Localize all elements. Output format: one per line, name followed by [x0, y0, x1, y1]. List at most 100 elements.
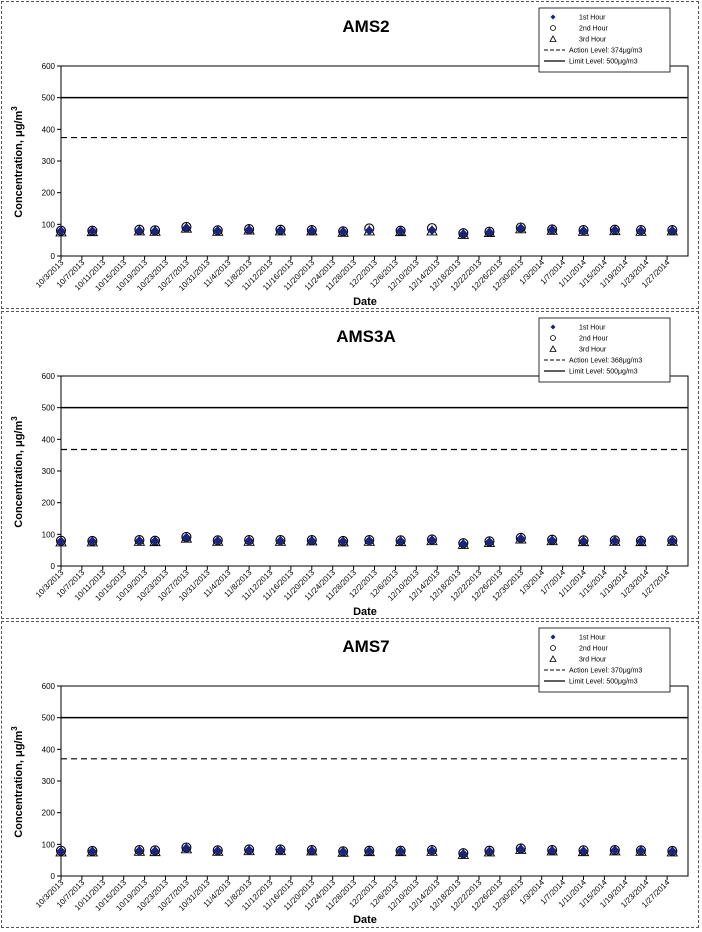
point-1st-hour [547, 225, 557, 235]
y-tick-label: 0 [51, 872, 56, 881]
legend-label-action-level: Action Level: 368μg/m3 [569, 358, 642, 365]
chart-ams2: AMS2010020030040050060010/3/201310/7/201… [10, 7, 689, 308]
point-1st-hour [547, 845, 557, 856]
point-1st-hour [181, 532, 192, 543]
point-1st-hour [87, 226, 98, 236]
y-axis-label-text: Concentration, μg/m [13, 111, 25, 218]
legend-symbol-3rd-hour [549, 35, 557, 42]
point-1st-hour [338, 846, 348, 857]
point-1st-hour [516, 223, 526, 233]
chart-panel-ams2: AMS2 0 100 200 300 400 500 600 10/3/2013 10/7/201… [1, 1, 699, 309]
legend-label-limit-level: Limit Level: 500μg/m3 [569, 679, 638, 686]
y-tick-label: 400 [42, 745, 56, 754]
point-1st-hour [150, 536, 160, 546]
point-1st-hour [578, 225, 589, 236]
point-1st-hour [667, 535, 678, 546]
point-1st-hour [213, 225, 223, 236]
point-1st-hour [307, 535, 317, 546]
point-1st-hour [150, 846, 160, 856]
point-1st-hour [134, 535, 145, 546]
point-1st-hour [56, 536, 66, 547]
x-axis-label: Date [353, 296, 377, 308]
point-1st-hour [667, 225, 678, 236]
point-1st-hour [307, 225, 317, 236]
legend-symbol-1st-hour [550, 14, 556, 20]
y-tick-label: 300 [42, 467, 56, 476]
point-1st-hour [610, 535, 620, 546]
legend-symbol-1st-hour [550, 324, 556, 330]
y-tick-label: 500 [42, 94, 56, 103]
legend-label-limit-level: Limit Level: 500μg/m3 [569, 369, 638, 376]
legend-symbol-2nd-hour [550, 335, 556, 341]
y-axis-label-superscript: 3 [10, 726, 19, 731]
point-1st-hour [395, 226, 406, 236]
point-1st-hour [427, 535, 437, 545]
point-1st-hour [547, 535, 557, 546]
chart-ams7: AMS7010020030040050060010/3/201310/7/201… [10, 627, 689, 926]
y-axis-label-superscript: 3 [10, 106, 19, 111]
y-axis-label-superscript: 3 [10, 416, 19, 421]
point-1st-hour [150, 226, 160, 236]
y-tick-label: 400 [42, 125, 56, 134]
point-1st-hour [484, 846, 495, 857]
legend-label-action-level: Action Level: 374μg/m3 [569, 48, 642, 55]
y-tick-label: 400 [42, 435, 56, 444]
legend-label-3rd-hour: 3rd Hour [579, 657, 607, 664]
chart-title: AMS2 [342, 17, 389, 36]
point-1st-hour [307, 845, 317, 856]
y-axis-label: Concentration, μg/m3 [10, 416, 25, 528]
y-tick-label: 0 [51, 562, 56, 571]
y-axis-label-text: Concentration, μg/m [13, 731, 25, 838]
y-tick-label: 500 [42, 404, 56, 413]
legend-label-1st-hour: 1st Hour [579, 15, 606, 22]
chart-panel-ams7: AMS7 0 100 200 300 400 500 600 10/3/2013 10/7/201… [1, 621, 699, 928]
y-tick-label: 600 [42, 62, 56, 71]
y-tick-label: 100 [42, 840, 56, 849]
point-1st-hour [338, 536, 348, 547]
point-1st-hour [338, 226, 348, 237]
point-1st-hour [56, 226, 66, 236]
point-1st-hour [516, 844, 526, 854]
point-1st-hour [516, 533, 526, 544]
point-1st-hour [578, 536, 589, 546]
y-tick-label: 600 [42, 372, 56, 381]
x-axis-label: Date [353, 914, 377, 926]
y-tick-label: 200 [42, 499, 56, 508]
legend-label-2nd-hour: 2nd Hour [579, 26, 608, 33]
legend-symbol-2nd-hour [550, 645, 556, 651]
y-tick-label: 300 [42, 157, 56, 166]
y-tick-label: 100 [42, 220, 56, 229]
point-1st-hour [275, 845, 286, 855]
legend-label-3rd-hour: 3rd Hour [579, 37, 607, 44]
y-axis-label: Concentration, μg/m3 [10, 106, 25, 218]
legend-symbol-1st-hour [550, 634, 556, 640]
point-1st-hour [87, 846, 98, 857]
y-tick-label: 200 [42, 809, 56, 818]
chart-ams3a: AMS3A010020030040050060010/3/201310/7/20… [10, 317, 689, 618]
chart-panel-ams3a: AMS3A 0 100 200 300 400 500 600 10/3/2013 10/7/20… [1, 311, 699, 619]
legend-label-action-level: Action Level: 370μg/m3 [569, 668, 642, 675]
point-1st-hour [578, 846, 589, 856]
y-tick-label: 600 [42, 682, 56, 691]
y-tick-label: 300 [42, 777, 56, 786]
legend-label-limit-level: Limit Level: 500μg/m3 [569, 59, 638, 66]
point-1st-hour [427, 225, 437, 236]
point-1st-hour [458, 539, 469, 549]
point-1st-hour [427, 845, 437, 856]
point-1st-hour [244, 225, 254, 235]
y-axis-label-text: Concentration, μg/m [13, 421, 25, 528]
point-1st-hour [395, 846, 406, 856]
point-1st-hour [134, 225, 145, 236]
legend-symbol-3rd-hour [549, 655, 557, 662]
point-1st-hour [364, 535, 374, 546]
point-1st-hour [395, 536, 406, 546]
point-1st-hour [87, 536, 98, 547]
point-1st-hour [636, 845, 646, 856]
y-tick-label: 0 [51, 252, 56, 261]
point-1st-hour [244, 535, 254, 546]
chart-title: AMS7 [342, 637, 389, 656]
chart-title: AMS3A [336, 327, 396, 346]
point-1st-hour [56, 846, 66, 857]
point-1st-hour [181, 223, 192, 233]
legend-label-1st-hour: 1st Hour [579, 325, 606, 332]
